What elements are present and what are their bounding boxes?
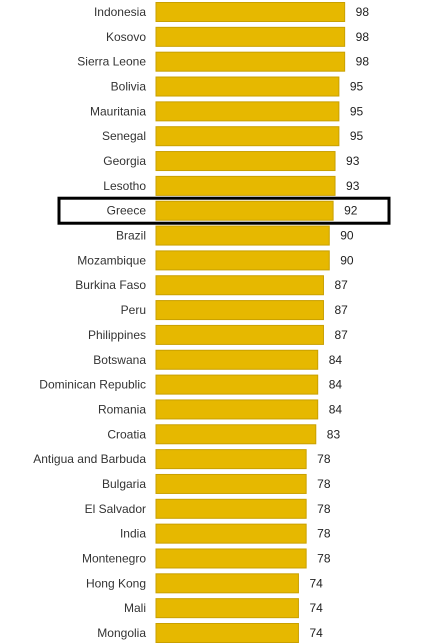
category-label: Croatia — [107, 427, 146, 441]
value-label: 78 — [317, 502, 331, 516]
bar — [155, 51, 346, 72]
category-label: Bulgaria — [102, 477, 146, 491]
value-label: 74 — [309, 576, 323, 590]
value-label: 98 — [356, 55, 370, 69]
bar — [155, 151, 336, 172]
value-label: 98 — [356, 30, 370, 44]
category-label: Montenegro — [82, 551, 146, 565]
value-label: 83 — [327, 427, 341, 441]
category-label: Hong Kong — [86, 576, 146, 590]
value-label: 95 — [350, 104, 364, 118]
bar — [155, 200, 334, 221]
bar — [155, 498, 307, 519]
bar — [155, 523, 307, 544]
bar — [155, 424, 317, 445]
category-label: Mozambique — [77, 253, 146, 267]
category-label: Botswana — [93, 353, 146, 367]
bar — [155, 349, 319, 370]
value-label: 87 — [334, 278, 348, 292]
category-label: Antigua and Barbuda — [33, 452, 146, 466]
bar — [155, 573, 299, 594]
bar — [155, 374, 319, 395]
value-label: 74 — [309, 626, 323, 640]
bar — [155, 598, 299, 619]
category-label: Romania — [98, 402, 146, 416]
bar — [155, 623, 299, 643]
value-label: 92 — [344, 204, 358, 218]
category-label: Greece — [107, 204, 147, 218]
category-label: Peru — [121, 303, 146, 317]
bar — [155, 324, 324, 345]
category-label: Georgia — [103, 154, 146, 168]
value-label: 98 — [356, 5, 370, 19]
value-label: 78 — [317, 452, 331, 466]
category-label: Senegal — [102, 129, 146, 143]
value-label: 78 — [317, 527, 331, 541]
category-label: Mali — [124, 601, 146, 615]
value-label: 84 — [329, 402, 343, 416]
bar — [155, 26, 346, 47]
bar — [155, 473, 307, 494]
bar — [155, 126, 340, 147]
category-label: Burkina Faso — [75, 278, 146, 292]
value-label: 93 — [346, 154, 360, 168]
value-label: 93 — [346, 179, 360, 193]
bar — [155, 225, 330, 246]
bar — [155, 275, 324, 296]
category-label: Lesotho — [103, 179, 146, 193]
category-label: Philippines — [88, 328, 146, 342]
value-label: 74 — [309, 601, 323, 615]
category-label: Sierra Leone — [77, 55, 146, 69]
category-label: Mongolia — [97, 626, 146, 640]
bar — [155, 449, 307, 470]
bar — [155, 101, 340, 122]
value-label: 87 — [334, 328, 348, 342]
category-label: Bolivia — [111, 80, 147, 94]
bar — [155, 76, 340, 97]
value-label: 90 — [340, 229, 354, 243]
bar — [155, 250, 330, 271]
value-label: 90 — [340, 253, 354, 267]
bar — [155, 2, 346, 22]
category-label: India — [120, 527, 146, 541]
value-label: 84 — [329, 353, 343, 367]
category-label: Kosovo — [106, 30, 146, 44]
bar — [155, 399, 319, 420]
value-label: 95 — [350, 129, 364, 143]
highlight-box — [57, 196, 391, 225]
value-label: 78 — [317, 477, 331, 491]
category-label: Mauritania — [90, 104, 146, 118]
bar — [155, 300, 324, 321]
value-label: 78 — [317, 551, 331, 565]
category-label: Indonesia — [94, 5, 146, 19]
value-label: 84 — [329, 378, 343, 392]
value-label: 95 — [350, 80, 364, 94]
category-label: El Salvador — [85, 502, 146, 516]
category-label: Dominican Republic — [39, 378, 146, 392]
value-label: 87 — [334, 303, 348, 317]
bar — [155, 548, 307, 569]
category-label: Brazil — [116, 229, 146, 243]
bar — [155, 175, 336, 196]
